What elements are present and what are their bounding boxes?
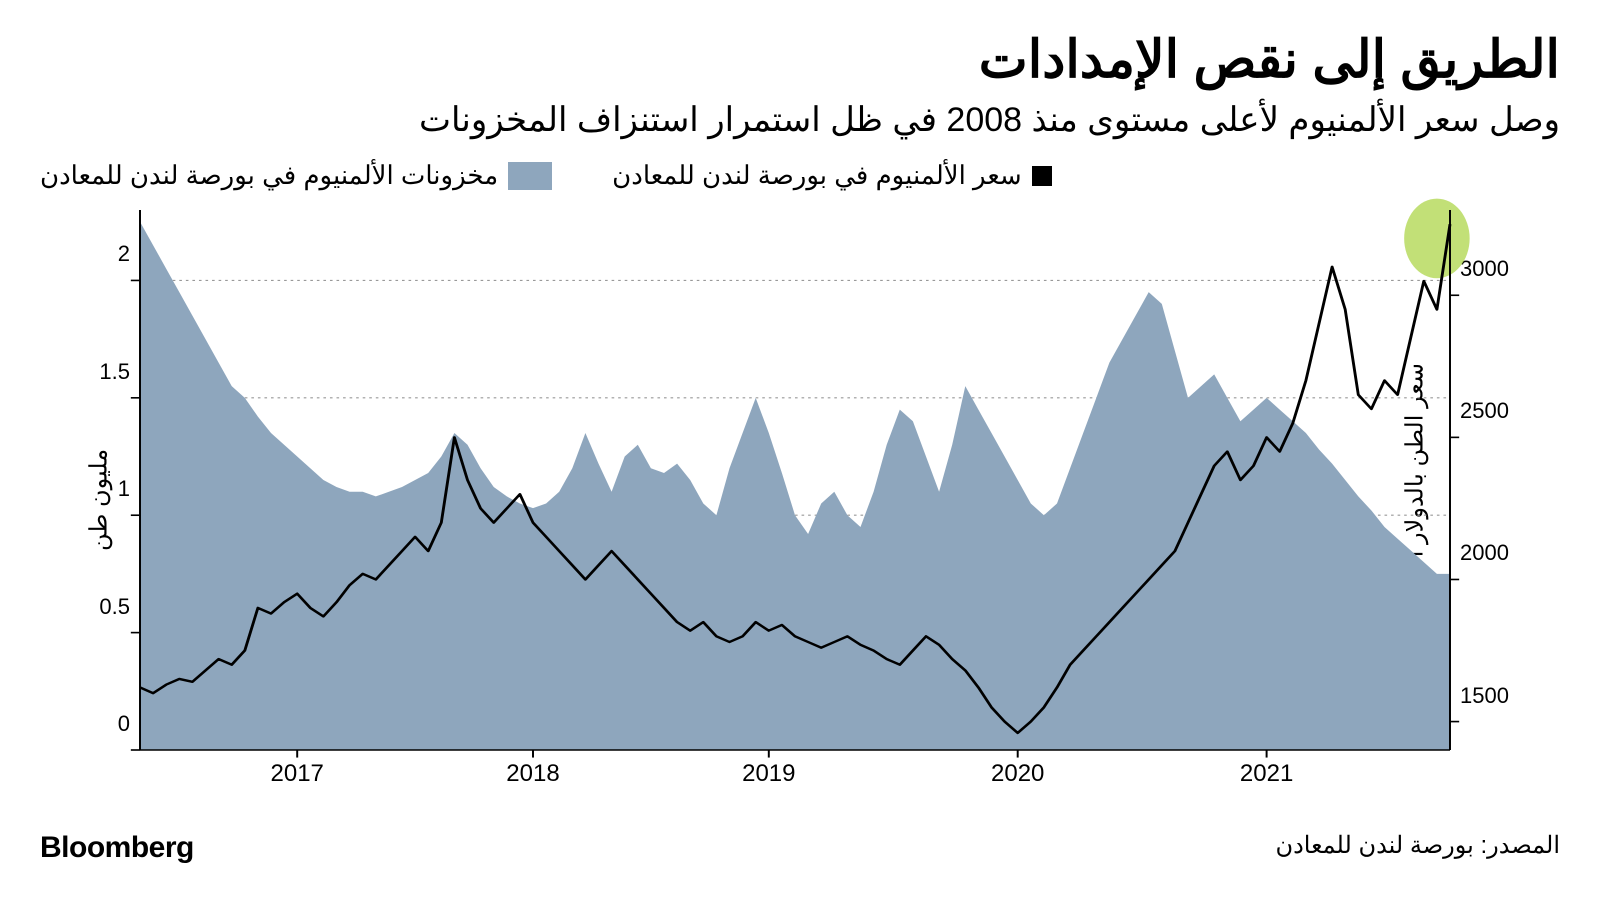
y-axis-right-labels: 1500 2000 2500 3000 bbox=[1460, 210, 1520, 790]
plot-svg bbox=[140, 210, 1450, 750]
y-left-tick-label: 0.5 bbox=[99, 594, 130, 620]
x-tick-label: 2021 bbox=[1240, 760, 1293, 788]
plot-area bbox=[140, 210, 1450, 750]
legend-swatch-area bbox=[508, 162, 552, 190]
y-right-tick-label: 2500 bbox=[1460, 398, 1509, 424]
x-tick-label: 2018 bbox=[506, 760, 559, 788]
x-tick-label: 2019 bbox=[742, 760, 795, 788]
legend-swatch-line bbox=[1032, 166, 1052, 186]
legend-label-area: مخزونات الألمنيوم في بورصة لندن للمعادن bbox=[40, 160, 498, 191]
x-tick-label: 2020 bbox=[991, 760, 1044, 788]
y-left-tick-label: 1 bbox=[118, 476, 130, 502]
y-axis-left-labels: 0 0.5 1 1.5 2 bbox=[80, 210, 130, 790]
chart-container: مليون طن سعر الطن بالدولار الأمريكي 00.5… bbox=[40, 210, 1560, 790]
chart-title: الطريق إلى نقص الإمدادات bbox=[979, 30, 1560, 90]
y-left-tick-label: 1.5 bbox=[99, 359, 130, 385]
legend-item-area: مخزونات الألمنيوم في بورصة لندن للمعادن bbox=[40, 160, 552, 191]
legend-item-line: سعر الألمنيوم في بورصة لندن للمعادن bbox=[612, 160, 1052, 191]
legend-label-line: سعر الألمنيوم في بورصة لندن للمعادن bbox=[612, 160, 1022, 191]
y-right-tick-label: 1500 bbox=[1460, 683, 1509, 709]
y-left-tick-label: 2 bbox=[118, 241, 130, 267]
y-right-tick-label: 2000 bbox=[1460, 540, 1509, 566]
legend: مخزونات الألمنيوم في بورصة لندن للمعادن … bbox=[40, 160, 1560, 191]
source-text: المصدر: بورصة لندن للمعادن bbox=[1275, 831, 1560, 860]
x-tick-label: 2017 bbox=[270, 760, 323, 788]
y-left-tick-label: 0 bbox=[118, 711, 130, 737]
x-axis-labels: 2017 2018 2019 2020 2021 bbox=[140, 755, 1450, 790]
chart-subtitle: وصل سعر الألمنيوم لأعلى مستوى منذ 2008 ف… bbox=[419, 100, 1560, 140]
brand-logo: Bloomberg bbox=[40, 831, 194, 865]
y-right-tick-label: 3000 bbox=[1460, 256, 1509, 282]
